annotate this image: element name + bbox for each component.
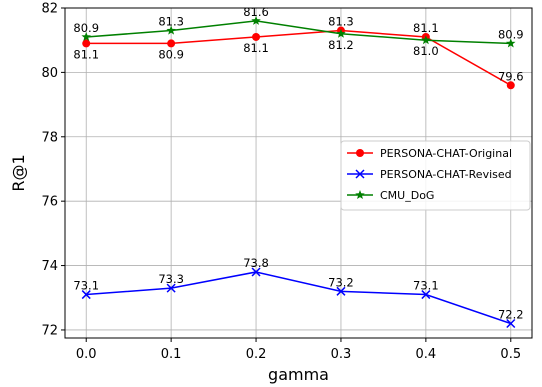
y-axis-title: R@1 <box>9 154 28 191</box>
data-label: 81.1 <box>243 41 269 55</box>
data-point <box>167 39 176 48</box>
legend-marker <box>355 169 365 179</box>
data-label: 73.1 <box>73 279 99 293</box>
data-label: 81.3 <box>158 15 184 29</box>
legend: PERSONA-CHAT-Original PERSONA-CHAT-Revise… <box>340 140 531 211</box>
data-point <box>336 286 346 296</box>
series-lines <box>81 15 516 329</box>
axis-ticks: 0.0 0.1 0.2 0.3 0.4 0.5 72 74 76 78 80 82 <box>41 2 521 363</box>
plot-area <box>64 7 533 339</box>
data-point <box>506 318 516 329</box>
legend-label: CMU_DoG <box>380 189 434 202</box>
data-point <box>251 267 261 277</box>
data-point <box>82 39 91 48</box>
legend-box <box>340 140 531 211</box>
data-label: 81.0 <box>413 44 439 58</box>
y-tick-label: 82 <box>41 2 58 17</box>
legend-marker <box>355 190 365 200</box>
series-line <box>86 29 512 86</box>
data-label: 80.9 <box>73 21 99 35</box>
x-tick-label: 0.4 <box>416 347 437 362</box>
data-labels: 81.1 80.9 81.1 81.3 81.1 79.6 73.1 73.3 73.8 73.2… <box>73 5 523 322</box>
data-point <box>81 31 91 42</box>
x-tick-label: 0.3 <box>331 347 352 362</box>
data-label: 80.9 <box>498 27 524 41</box>
data-label: 73.2 <box>328 275 354 289</box>
series-line <box>86 271 512 325</box>
data-label: 73.1 <box>413 279 439 293</box>
y-tick-label: 76 <box>41 195 58 210</box>
x-tick-label: 0.1 <box>161 347 182 362</box>
x-axis-title: gamma <box>268 365 329 384</box>
y-tick-label: 80 <box>41 66 58 81</box>
series-line <box>86 20 511 45</box>
data-label: 81.2 <box>328 38 354 52</box>
x-tick-label: 0.5 <box>500 347 521 362</box>
data-label: 72.2 <box>498 308 524 322</box>
data-point <box>251 15 261 25</box>
data-point <box>506 38 516 48</box>
data-point <box>421 290 431 300</box>
data-label: 81.1 <box>413 21 439 35</box>
legend-item: PERSONA-CHAT-Original <box>347 147 512 160</box>
data-point <box>421 35 431 45</box>
data-point <box>166 25 176 35</box>
data-point <box>166 283 176 293</box>
data-label: 80.9 <box>158 47 184 61</box>
data-point <box>506 81 515 90</box>
data-label: 73.3 <box>158 272 184 286</box>
legend-item: CMU_DoG <box>347 189 434 202</box>
legend-marker <box>356 149 364 157</box>
legend-item: PERSONA-CHAT-Revised <box>347 168 512 181</box>
data-label: 81.3 <box>328 15 354 29</box>
y-tick-label: 72 <box>41 323 58 338</box>
data-point <box>252 32 261 41</box>
data-label: 81.1 <box>73 47 99 61</box>
data-label: 79.6 <box>498 69 524 83</box>
x-tick-label: 0.2 <box>246 347 267 362</box>
series-1 <box>81 267 516 329</box>
legend-label: PERSONA-CHAT-Revised <box>380 168 512 181</box>
series-0 <box>82 26 515 90</box>
data-point <box>336 28 346 38</box>
legend-label: PERSONA-CHAT-Original <box>380 147 512 160</box>
data-label: 81.6 <box>243 5 269 19</box>
series-2 <box>81 15 516 48</box>
data-label: 73.8 <box>243 256 269 270</box>
data-point <box>81 290 91 300</box>
x-tick-label: 0.0 <box>76 347 97 362</box>
y-tick-label: 78 <box>41 130 58 145</box>
y-tick-label: 74 <box>41 259 58 274</box>
